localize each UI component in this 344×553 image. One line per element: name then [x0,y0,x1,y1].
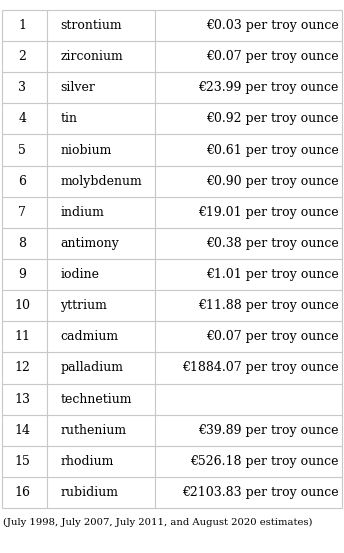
Text: 2: 2 [19,50,26,63]
Text: 5: 5 [19,144,26,156]
Text: 11: 11 [14,330,30,343]
Text: €0.07 per troy ounce: €0.07 per troy ounce [206,50,339,63]
Text: tin: tin [60,112,77,126]
Text: 10: 10 [14,299,30,312]
Text: €0.07 per troy ounce: €0.07 per troy ounce [206,330,339,343]
Text: antimony: antimony [60,237,119,250]
Text: zirconium: zirconium [60,50,123,63]
Text: iodine: iodine [60,268,99,281]
Text: €2103.83 per troy ounce: €2103.83 per troy ounce [182,486,339,499]
Text: 1: 1 [18,19,26,32]
Text: rhodium: rhodium [60,455,114,468]
Text: €23.99 per troy ounce: €23.99 per troy ounce [198,81,339,95]
Text: palladium: palladium [60,362,123,374]
Text: 7: 7 [19,206,26,219]
Text: 12: 12 [14,362,30,374]
Text: €0.38 per troy ounce: €0.38 per troy ounce [206,237,339,250]
Text: 3: 3 [18,81,26,95]
Text: (July 1998, July 2007, July 2011, and August 2020 estimates): (July 1998, July 2007, July 2011, and Au… [3,518,313,527]
Text: rubidium: rubidium [60,486,118,499]
Text: 4: 4 [18,112,26,126]
Text: €0.61 per troy ounce: €0.61 per troy ounce [206,144,339,156]
Text: yttrium: yttrium [60,299,107,312]
Text: €0.92 per troy ounce: €0.92 per troy ounce [206,112,339,126]
Text: €526.18 per troy ounce: €526.18 per troy ounce [190,455,339,468]
Text: silver: silver [60,81,95,95]
Text: 8: 8 [18,237,26,250]
Text: indium: indium [60,206,104,219]
Text: strontium: strontium [60,19,122,32]
Text: cadmium: cadmium [60,330,118,343]
Text: €0.90 per troy ounce: €0.90 per troy ounce [206,175,339,187]
Text: €39.89 per troy ounce: €39.89 per troy ounce [198,424,339,437]
Text: 13: 13 [14,393,30,406]
Text: 15: 15 [14,455,30,468]
Text: €19.01 per troy ounce: €19.01 per troy ounce [198,206,339,219]
Text: €11.88 per troy ounce: €11.88 per troy ounce [198,299,339,312]
Text: 9: 9 [19,268,26,281]
Text: molybdenum: molybdenum [60,175,142,187]
Text: €1884.07 per troy ounce: €1884.07 per troy ounce [182,362,339,374]
Text: 6: 6 [18,175,26,187]
Text: 14: 14 [14,424,30,437]
Text: 16: 16 [14,486,30,499]
Text: niobium: niobium [60,144,111,156]
Text: €0.03 per troy ounce: €0.03 per troy ounce [206,19,339,32]
Text: technetium: technetium [60,393,132,406]
Text: ruthenium: ruthenium [60,424,126,437]
Text: €1.01 per troy ounce: €1.01 per troy ounce [206,268,339,281]
